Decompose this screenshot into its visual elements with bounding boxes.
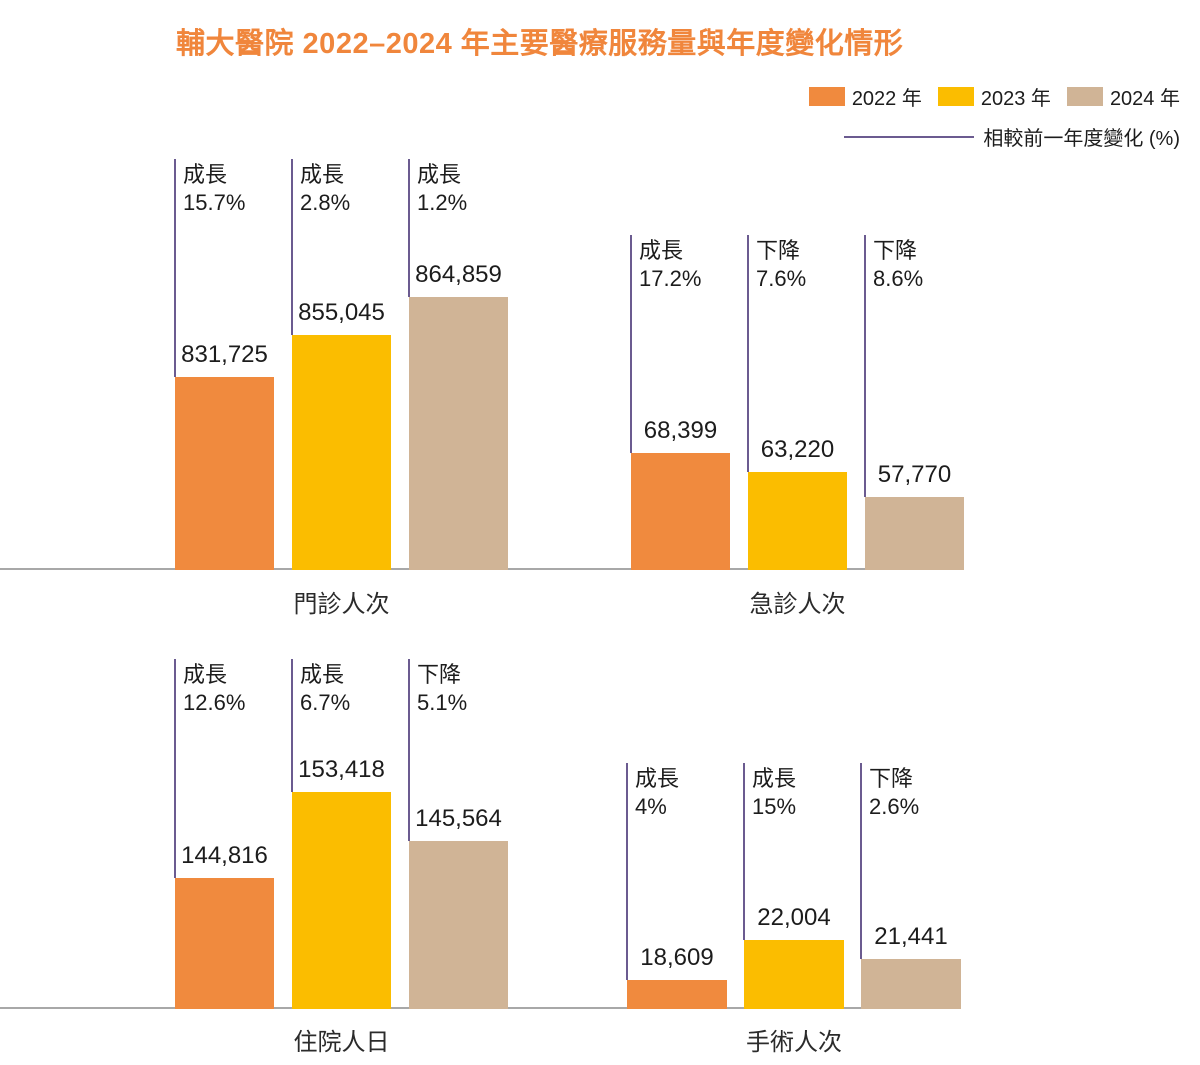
change-indicator-line [408, 659, 410, 841]
bar-value-label: 153,418 [298, 756, 385, 783]
chart-title: 輔大醫院 2022–2024 年主要醫療服務量與年度變化情形 [176, 28, 904, 60]
bar-value-label: 18,609 [640, 944, 714, 971]
change-percent: 2.8% [300, 190, 351, 215]
change-direction: 成長 [300, 662, 345, 687]
change-annotation: 成長 1.2% [417, 161, 467, 217]
legend-years-row: 2022 年 2023 年 2024 年 [808, 82, 1180, 111]
bar-value-label: 22,004 [757, 904, 831, 931]
change-indicator-line [174, 159, 176, 377]
change-line-label: 相較前一年度變化 (%) [983, 128, 1180, 150]
bar-value-label: 144,816 [181, 842, 268, 869]
legend-year-label: 2023 年 [980, 88, 1051, 110]
change-annotation: 成長 12.6% [183, 661, 245, 717]
bar-value-label: 57,770 [877, 461, 952, 488]
change-annotation: 成長 4% [635, 765, 679, 821]
legend-year-label: 2024 年 [1109, 88, 1180, 110]
change-percent: 7.6% [756, 266, 807, 291]
bar-value-label: 145,564 [415, 805, 502, 832]
bar-inpatient-days-2023 [292, 792, 391, 1009]
change-percent: 6.7% [300, 690, 351, 715]
change-indicator-line [747, 235, 749, 472]
bar-surgery-cases-2024 [861, 959, 961, 1009]
change-direction: 成長 [752, 766, 797, 791]
legend-item-2022: 2022 年 [808, 82, 922, 111]
bar-value-label: 831,725 [181, 341, 268, 368]
change-percent: 5.1% [417, 690, 468, 715]
bar-value-label: 21,441 [874, 923, 948, 950]
change-direction: 下降 [873, 238, 918, 263]
change-direction: 成長 [300, 162, 345, 187]
change-annotation: 成長 17.2% [639, 237, 701, 293]
change-line-sample [844, 135, 975, 138]
bar-emergency-visits-2024 [865, 497, 964, 570]
category-label-emergency-visits: 急診人次 [749, 591, 846, 618]
legend-swatch-2024 [1066, 87, 1103, 106]
legend-change-row: 相較前一年度變化 (%) [844, 122, 1180, 151]
change-percent: 17.2% [639, 266, 702, 291]
change-percent: 4% [635, 794, 667, 819]
change-indicator-line [743, 763, 745, 940]
change-indicator-line [174, 659, 176, 878]
change-direction: 成長 [635, 766, 680, 791]
change-annotation: 下降 2.6% [869, 765, 919, 821]
change-percent: 2.6% [869, 794, 920, 819]
change-indicator-line [291, 159, 293, 335]
change-direction: 成長 [183, 662, 228, 687]
category-label-surgery-cases: 手術人次 [746, 1029, 842, 1056]
change-indicator-line [860, 763, 862, 959]
change-indicator-line [630, 235, 632, 453]
change-direction: 成長 [417, 162, 462, 187]
bar-inpatient-days-2024 [409, 841, 508, 1009]
bar-emergency-visits-2022 [631, 453, 730, 570]
legend-item-2024: 2024 年 [1066, 82, 1180, 111]
change-annotation: 成長 15% [752, 765, 796, 821]
change-indicator-line [408, 159, 410, 297]
change-annotation: 成長 15.7% [183, 161, 245, 217]
legend-swatch-2023 [937, 87, 974, 106]
bar-outpatient-visits-2024 [409, 297, 508, 570]
change-percent: 15.7% [183, 190, 246, 215]
change-annotation: 成長 2.8% [300, 161, 350, 217]
change-annotation: 下降 7.6% [756, 237, 806, 293]
bar-emergency-visits-2023 [748, 472, 847, 570]
legend-year-label: 2022 年 [851, 88, 922, 110]
change-direction: 下降 [869, 766, 914, 791]
change-annotation: 成長 6.7% [300, 661, 350, 717]
change-direction: 下降 [756, 238, 801, 263]
change-percent: 8.6% [873, 266, 924, 291]
change-direction: 成長 [183, 162, 228, 187]
bar-outpatient-visits-2023 [292, 335, 391, 570]
legend: 2022 年 2023 年 2024 年 相較前一年度變化 (%) [808, 82, 1180, 151]
legend-swatch-2022 [808, 87, 845, 106]
change-annotation: 下降 5.1% [417, 661, 467, 717]
category-label-inpatient-days: 住院人日 [293, 1029, 390, 1056]
bar-value-label: 864,859 [415, 261, 502, 288]
change-indicator-line [291, 659, 293, 792]
change-direction: 成長 [639, 238, 684, 263]
bar-value-label: 855,045 [298, 299, 385, 326]
legend-item-2023: 2023 年 [937, 82, 1051, 111]
category-label-outpatient-visits: 門診人次 [293, 591, 390, 618]
change-percent: 15% [752, 794, 797, 819]
change-percent: 1.2% [417, 190, 468, 215]
bar-value-label: 63,220 [760, 436, 835, 463]
change-percent: 12.6% [183, 690, 246, 715]
bar-outpatient-visits-2022 [175, 377, 274, 570]
bar-value-label: 68,399 [643, 417, 718, 444]
bar-surgery-cases-2023 [744, 940, 844, 1009]
bar-surgery-cases-2022 [627, 980, 727, 1009]
change-indicator-line [626, 763, 628, 980]
bar-inpatient-days-2022 [175, 878, 274, 1009]
change-indicator-line [864, 235, 866, 497]
change-annotation: 下降 8.6% [873, 237, 923, 293]
change-direction: 下降 [417, 662, 462, 687]
